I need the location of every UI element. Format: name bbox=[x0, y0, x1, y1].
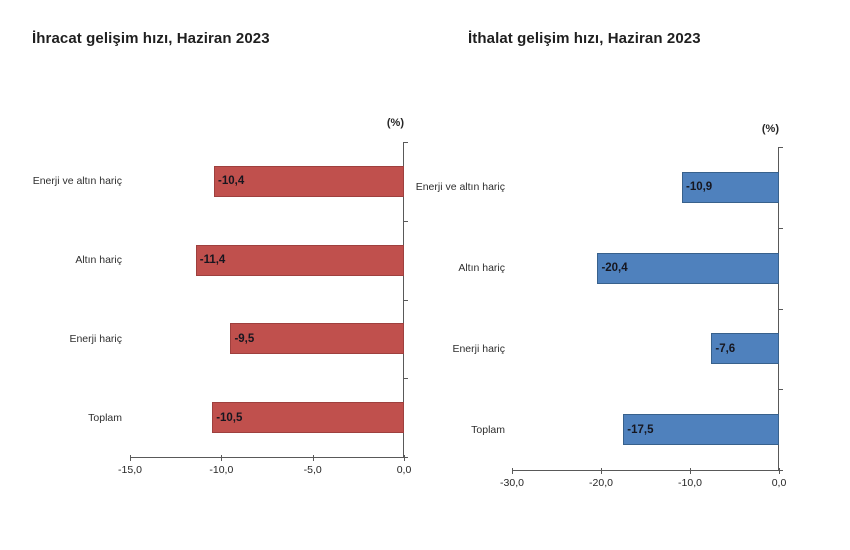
x-tick-mark bbox=[601, 468, 602, 474]
category-tick-mark bbox=[778, 147, 783, 148]
x-tick-label: -10,0 bbox=[678, 477, 702, 489]
x-tick-mark bbox=[312, 455, 314, 461]
x-tick-label: -10,0 bbox=[209, 464, 234, 476]
x-tick-mark bbox=[221, 455, 223, 461]
bar-value-label: -10,9 bbox=[685, 181, 713, 194]
bar-value-label: -10,5 bbox=[216, 411, 243, 424]
category-tick-mark bbox=[403, 457, 408, 458]
category-label: Toplam bbox=[88, 411, 122, 424]
bar-value-label: -11,4 bbox=[199, 254, 226, 267]
bar-value-label: -17,5 bbox=[627, 423, 654, 436]
percent-unit-label: (%) bbox=[761, 123, 779, 135]
x-tick-label: -20,0 bbox=[589, 477, 613, 489]
x-tick-mark bbox=[130, 455, 131, 461]
category-tick-mark bbox=[403, 220, 408, 222]
category-tick-mark bbox=[403, 378, 408, 380]
category-label: Altın hariç bbox=[458, 262, 505, 275]
bar-value-label: -10,4 bbox=[218, 175, 245, 188]
bar: -10,4 bbox=[214, 165, 404, 197]
bar: -20,4 bbox=[597, 252, 779, 284]
bar-value-label: -20,4 bbox=[601, 262, 628, 275]
percent-unit-label: (%) bbox=[386, 117, 404, 129]
x-tick-mark bbox=[690, 468, 691, 474]
bar: -17,5 bbox=[623, 414, 779, 446]
category-label: Enerji hariç bbox=[69, 332, 122, 345]
category-tick-mark bbox=[778, 227, 783, 229]
category-label: Enerji hariç bbox=[452, 342, 505, 355]
x-tick-label: 0,0 bbox=[771, 477, 787, 489]
bar: -11,4 bbox=[195, 244, 404, 276]
bar-value-label: -9,5 bbox=[234, 332, 255, 345]
category-label: Altın hariç bbox=[75, 254, 122, 267]
category-label: Toplam bbox=[471, 423, 505, 436]
x-tick-mark bbox=[404, 455, 405, 461]
x-tick-label: 0,0 bbox=[396, 464, 412, 476]
bar-value-label: -7,6 bbox=[715, 342, 736, 355]
x-tick-mark bbox=[512, 468, 513, 474]
bar: -10,9 bbox=[681, 171, 779, 203]
category-label: Enerji ve altın hariç bbox=[415, 181, 505, 194]
category-tick-mark bbox=[778, 470, 783, 471]
x-tick-label: -5,0 bbox=[303, 464, 322, 476]
x-tick-label: -15,0 bbox=[118, 464, 142, 476]
bar: -7,6 bbox=[711, 333, 779, 365]
category-tick-mark bbox=[403, 299, 408, 301]
x-axis-line bbox=[512, 470, 780, 471]
x-tick-mark bbox=[779, 468, 780, 474]
category-tick-mark bbox=[403, 142, 408, 143]
bar: -9,5 bbox=[230, 323, 404, 355]
category-tick-mark bbox=[778, 308, 783, 310]
import-chart-title: İthalat gelişim hızı, Haziran 2023 bbox=[468, 30, 701, 47]
export-chart: İhracat gelişim hızı, Haziran 2023 (%) -… bbox=[32, 30, 412, 476]
category-tick-mark bbox=[778, 389, 783, 391]
x-axis-line bbox=[130, 457, 405, 458]
bar: -10,5 bbox=[212, 402, 404, 434]
export-chart-title: İhracat gelişim hızı, Haziran 2023 bbox=[32, 30, 270, 47]
import-chart: İthalat gelişim hızı, Haziran 2023 (%) -… bbox=[415, 0, 850, 550]
category-label: Enerji ve altın hariç bbox=[32, 175, 122, 188]
x-tick-label: -30,0 bbox=[500, 477, 524, 489]
